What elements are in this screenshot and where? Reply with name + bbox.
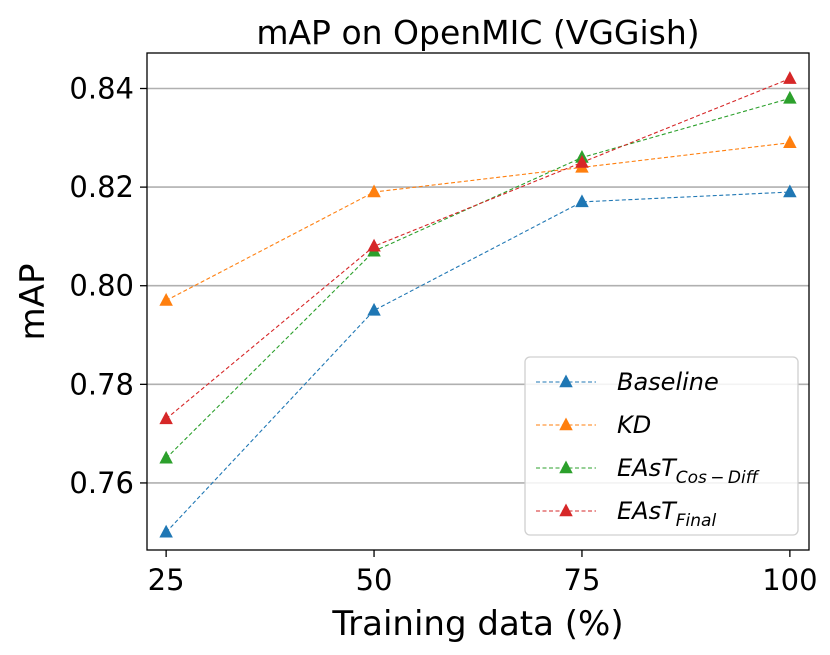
legend-label-main: EAsT: [617, 497, 678, 525]
x-axis-label: Training data (%): [331, 604, 623, 644]
legend-label: Baseline: [617, 368, 719, 396]
series-3: [159, 71, 797, 425]
data-point: [367, 184, 381, 198]
legend-label-main: KD: [617, 411, 651, 439]
data-point: [159, 524, 173, 538]
legend-label: KD: [617, 411, 651, 439]
series-line: [165, 78, 791, 420]
x-tick-label: 25: [148, 563, 185, 597]
data-point: [575, 154, 589, 168]
legend-item: EAsTFinal: [536, 497, 716, 531]
data-point: [783, 90, 797, 104]
legend-label: EAsTCos − Diff: [617, 454, 760, 488]
data-point: [783, 184, 797, 198]
data-point: [159, 293, 173, 306]
series-line: [165, 191, 790, 533]
series-1: [159, 135, 797, 306]
data-point: [367, 302, 381, 316]
y-axis-label: mAP: [13, 264, 53, 341]
series-0: [159, 184, 797, 538]
x-tick-label: 50: [356, 563, 393, 597]
data-point: [367, 238, 381, 252]
plot-area-frame: [146, 52, 810, 551]
data-point: [159, 411, 173, 425]
y-tick-label: 0.82: [69, 170, 134, 204]
legend-marker: [559, 417, 573, 431]
legend-label-subscript: Final: [676, 511, 717, 531]
legend-label-main: EAsT: [617, 454, 678, 482]
data-point: [159, 450, 173, 464]
y-tick-label: 0.78: [69, 367, 134, 401]
legend-box: [524, 356, 799, 536]
chart-title: mAP on OpenMIC (VGGish): [256, 13, 699, 52]
legend-label-subscript: Cos − Diff: [676, 468, 760, 488]
legend-label: EAsTFinal: [617, 497, 716, 531]
series-line: [165, 142, 790, 302]
y-tick-label: 0.76: [69, 466, 134, 500]
legend-item: Baseline: [536, 368, 719, 396]
y-axis-ticks: 0.76 0.78 0.80 0.82 0.84: [69, 72, 147, 500]
y-tick-label: 0.80: [69, 269, 134, 303]
y-tick-label: 0.84: [69, 72, 134, 106]
legend-item: EAsTCos − Diff: [536, 454, 760, 488]
x-tick-label: 75: [564, 563, 601, 597]
legend-marker: [559, 374, 573, 388]
x-tick-label: 100: [762, 563, 817, 597]
legend-item: KD: [536, 411, 651, 439]
series-line: [165, 97, 791, 459]
data-point: [575, 194, 589, 208]
x-axis-ticks: 25 50 75 100: [148, 550, 818, 597]
series-layer: [159, 71, 797, 538]
legend-marker: [559, 503, 573, 517]
legend-marker: [559, 460, 573, 474]
legend-label-main: Baseline: [617, 368, 719, 396]
data-point: [783, 71, 797, 84]
data-point: [783, 135, 797, 148]
